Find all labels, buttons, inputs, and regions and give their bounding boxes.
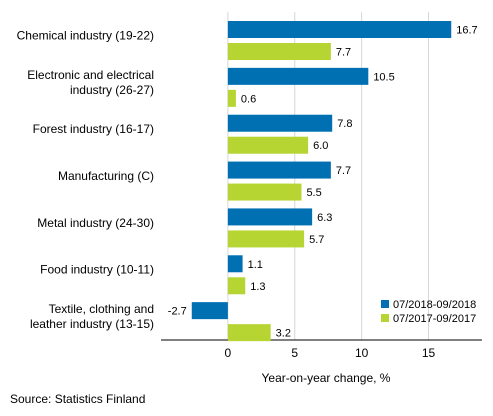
bar-current (227, 161, 331, 179)
category-label: Forest industry (16-17) (33, 122, 154, 136)
category-label: Chemical industry (19-22) (17, 28, 154, 42)
category-label: leather industry (13-15) (30, 317, 154, 331)
data-label: 5.5 (306, 187, 321, 199)
bar-previous (227, 183, 302, 201)
bar-previous (227, 43, 331, 60)
data-label: 7.7 (336, 165, 351, 177)
data-label: 7.7 (336, 47, 351, 59)
legend-entry: 07/2018-09/2018 (393, 299, 476, 311)
category-label: Textile, clothing and (49, 302, 154, 316)
legend: 07/2018-09/2018 07/2017-09/2017 (381, 299, 476, 325)
data-label: 6.0 (313, 140, 328, 152)
bar-current (191, 302, 228, 320)
data-label: 5.7 (309, 234, 324, 246)
bars (191, 21, 452, 342)
bar-previous (227, 230, 305, 248)
data-label: 7.8 (337, 118, 352, 130)
data-label: 0.6 (241, 93, 256, 105)
bar-previous (227, 136, 309, 154)
bar-current (227, 208, 313, 226)
data-labels: 16.7 7.7 10.5 0.6 7.8 6.0 7.7 5.5 6.3 5.7 1.1 1.3 -2… (168, 25, 478, 340)
legend-swatch (381, 300, 389, 308)
x-tick-label: 5 (291, 346, 298, 360)
x-axis-title: Year-on-year change, % (262, 371, 391, 385)
data-label: -2.7 (168, 306, 187, 318)
data-label: 6.3 (317, 212, 332, 224)
x-tick-label: 15 (422, 346, 436, 360)
category-labels: Chemical industry (19-22) Electronic and … (17, 28, 154, 331)
x-tick-label: 0 (225, 346, 232, 360)
bar-previous (227, 277, 246, 295)
x-tick-label: 10 (355, 346, 369, 360)
category-label: Metal industry (24-30) (37, 216, 154, 230)
legend-swatch (381, 314, 389, 322)
x-tick-labels: 0 5 10 15 (225, 346, 436, 360)
bar-current (227, 114, 333, 132)
category-label: industry (26-27) (70, 83, 154, 97)
data-label: 1.1 (248, 259, 263, 271)
bar-current (227, 21, 452, 38)
bar-previous (227, 324, 271, 342)
data-label: 1.3 (250, 281, 265, 293)
data-label: 16.7 (456, 25, 477, 37)
category-label: Food industry (10-11) (40, 263, 154, 277)
bar-current (227, 67, 369, 85)
data-label: 10.5 (373, 71, 394, 83)
category-label: Manufacturing (C) (58, 169, 154, 183)
category-label: Electronic and electrical (27, 68, 154, 82)
bar-previous (227, 89, 236, 107)
data-label: 3.2 (276, 328, 291, 340)
bar-current (227, 255, 243, 273)
legend-entry: 07/2017-09/2017 (393, 313, 476, 325)
source-note: Source: Statistics Finland (10, 392, 145, 406)
